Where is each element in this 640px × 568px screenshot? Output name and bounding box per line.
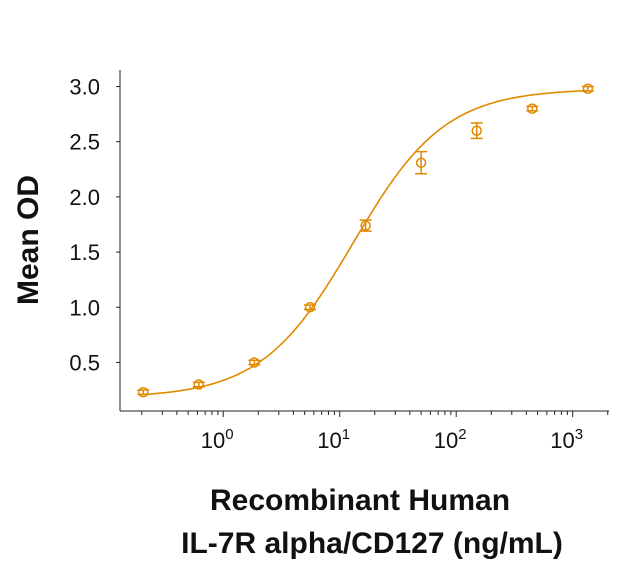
x-tick-label: 102 xyxy=(434,426,467,453)
data-point xyxy=(248,357,261,368)
x-ticks: 100 101 102 103 xyxy=(141,411,609,453)
axes xyxy=(119,70,609,412)
point-marker xyxy=(415,157,427,168)
x-tick-label: 101 xyxy=(317,426,350,453)
point-marker xyxy=(249,357,260,368)
data-point xyxy=(192,379,205,390)
point-marker xyxy=(360,220,371,231)
y-tick-label: 1.5 xyxy=(69,240,100,265)
point-marker xyxy=(582,83,594,95)
y-tick-label: 1.0 xyxy=(69,295,100,320)
x-tick-label: 103 xyxy=(550,426,583,453)
data-point xyxy=(526,103,539,114)
data-point xyxy=(415,150,428,175)
data-point xyxy=(581,83,594,95)
data-point xyxy=(359,219,372,232)
point-marker xyxy=(471,125,482,136)
point-marker xyxy=(304,302,316,313)
x-tick-label: 100 xyxy=(201,426,234,453)
point-marker xyxy=(527,103,538,114)
y-tick-label: 2.0 xyxy=(69,185,100,210)
x-axis-label-line1: Recombinant Human xyxy=(210,484,510,517)
y-tick-label: 0.5 xyxy=(69,350,100,375)
fit-curve xyxy=(141,89,588,396)
point-marker xyxy=(138,386,149,398)
point-marker xyxy=(193,379,205,390)
data-points xyxy=(137,83,594,398)
data-point xyxy=(137,386,150,398)
data-point xyxy=(304,302,317,313)
y-tick-label: 3.0 xyxy=(69,75,100,100)
y-ticks: 0.5 1.0 1.5 2.0 2.5 3.0 xyxy=(69,75,120,375)
y-tick-label: 2.5 xyxy=(69,130,100,155)
y-axis-label: Mean OD xyxy=(12,175,45,305)
x-axis-label-line2: IL-7R alpha/CD127 (ng/mL) xyxy=(181,527,563,560)
data-point xyxy=(470,122,483,140)
